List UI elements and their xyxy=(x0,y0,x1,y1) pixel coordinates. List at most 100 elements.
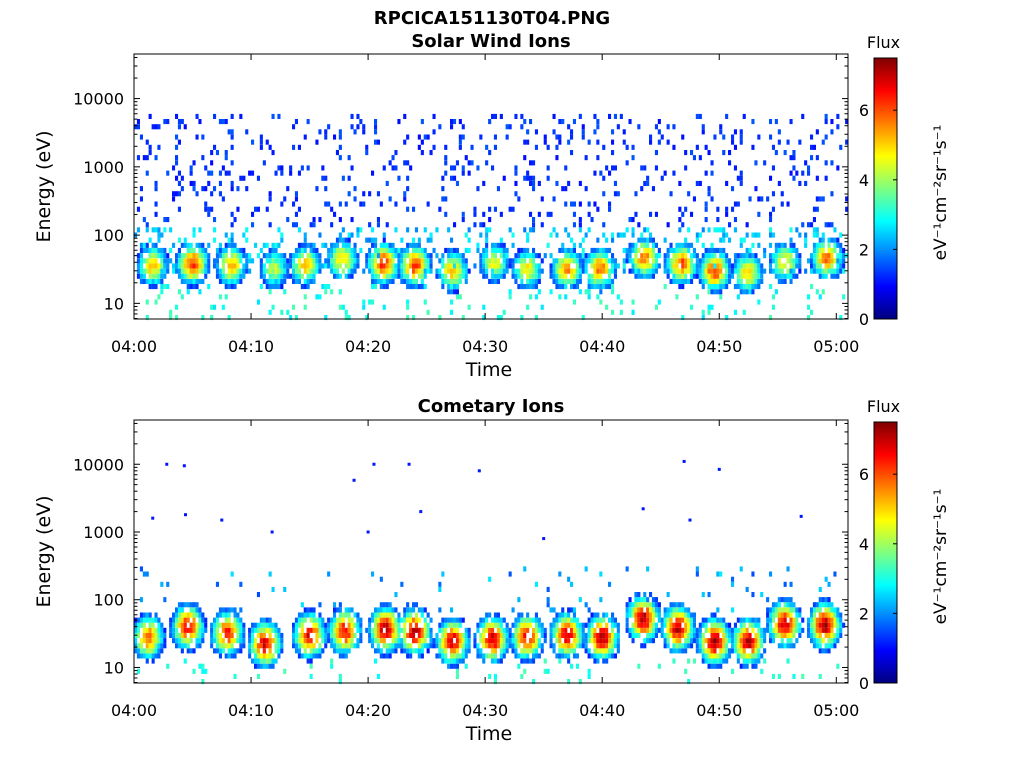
flux-bin xyxy=(145,648,149,654)
flux-bin xyxy=(637,237,641,243)
flux-bin xyxy=(572,612,576,618)
flux-bin xyxy=(172,627,176,633)
flux-bin xyxy=(262,273,266,279)
flux-bin xyxy=(180,617,184,623)
flux-bin xyxy=(344,309,348,315)
flux-bin xyxy=(485,242,489,248)
flux-bin xyxy=(789,607,793,613)
flux-bin xyxy=(210,632,214,638)
flux-bin xyxy=(643,643,647,649)
flux-bin xyxy=(812,617,816,623)
flux-bin xyxy=(350,253,354,259)
flux-bin xyxy=(815,617,819,623)
flux-bin xyxy=(192,253,196,259)
flux-bin xyxy=(795,617,799,623)
flux-bin xyxy=(663,617,667,623)
flux-bin xyxy=(757,278,761,284)
flux-bin xyxy=(824,263,828,269)
flux-bin xyxy=(297,170,301,176)
flux-bin xyxy=(461,648,465,654)
flux-bin xyxy=(265,242,269,248)
flux-bin xyxy=(496,658,500,664)
flux-bin xyxy=(570,581,574,587)
flux-bin xyxy=(406,268,410,274)
flux-bin xyxy=(748,643,752,649)
flux-bin xyxy=(575,258,579,264)
flux-bin xyxy=(739,289,743,295)
flux-bin xyxy=(315,294,319,300)
flux-bin xyxy=(356,612,360,618)
flux-bin xyxy=(769,119,773,125)
flux-bin xyxy=(142,638,146,644)
flux-bin xyxy=(239,268,243,274)
flux-bin xyxy=(596,612,600,618)
flux-bin xyxy=(824,612,828,618)
flux-bin xyxy=(195,278,199,284)
flux-bin xyxy=(385,273,389,279)
flux-bin xyxy=(306,165,310,171)
flux-bin xyxy=(192,268,196,274)
flux-bin xyxy=(637,592,641,598)
flux-bin xyxy=(792,617,796,623)
flux-bin xyxy=(400,581,404,587)
flux-bin xyxy=(192,284,196,290)
flux-bin xyxy=(754,648,758,654)
flux-bin xyxy=(757,232,761,238)
flux-bin xyxy=(710,627,714,633)
flux-bin xyxy=(356,622,360,628)
flux-bin xyxy=(584,289,588,295)
flux-bin xyxy=(324,315,328,321)
flux-bin xyxy=(789,581,793,587)
flux-bin xyxy=(728,278,732,284)
flux-bin xyxy=(842,268,846,274)
flux-bin xyxy=(780,622,784,628)
flux-bin xyxy=(227,242,231,248)
flux-bin xyxy=(584,155,588,161)
flux-bin xyxy=(145,299,149,305)
flux-bin xyxy=(701,253,705,259)
flux-bin xyxy=(771,258,775,264)
flux-bin xyxy=(268,191,272,197)
flux-bin xyxy=(461,632,465,638)
flux-bin xyxy=(453,253,457,259)
flux-bin xyxy=(262,663,266,669)
flux-bin xyxy=(830,622,834,628)
flux-bin xyxy=(409,278,413,284)
flux-bin xyxy=(379,284,383,290)
flux-bin xyxy=(692,622,696,628)
flux-bin xyxy=(687,191,691,197)
flux-bin xyxy=(221,268,225,274)
flux-bin xyxy=(198,253,202,259)
flux-bin xyxy=(186,627,190,633)
flux-bin xyxy=(347,232,351,238)
flux-bin xyxy=(587,668,591,674)
flux-bin xyxy=(581,643,585,649)
flux-bin xyxy=(523,653,527,659)
flux-bin xyxy=(283,586,287,592)
flux-bin xyxy=(786,201,790,207)
flux-bin xyxy=(391,263,395,269)
flux-bin xyxy=(192,278,196,284)
flux-bin xyxy=(786,638,790,644)
flux-bin xyxy=(631,263,635,269)
flux-bin xyxy=(523,175,527,181)
flux-bin xyxy=(640,627,644,633)
flux-bin xyxy=(739,170,743,176)
flux-bin xyxy=(687,627,691,633)
flux-bin xyxy=(780,627,784,633)
flux-bin xyxy=(309,258,313,264)
flux-bin xyxy=(379,242,383,248)
flux-bin xyxy=(836,165,840,171)
flux-bin xyxy=(441,617,445,623)
flux-bin xyxy=(581,247,585,253)
flux-bin xyxy=(605,643,609,649)
flux-bin xyxy=(757,273,761,279)
flux-bin xyxy=(520,612,524,618)
flux-bin xyxy=(450,663,454,669)
flux-bin xyxy=(751,643,755,649)
flux-bin xyxy=(236,273,240,279)
flux-bin xyxy=(268,622,272,628)
flux-bin xyxy=(233,638,237,644)
flux-bin xyxy=(523,268,527,274)
flux-bin xyxy=(616,648,620,654)
